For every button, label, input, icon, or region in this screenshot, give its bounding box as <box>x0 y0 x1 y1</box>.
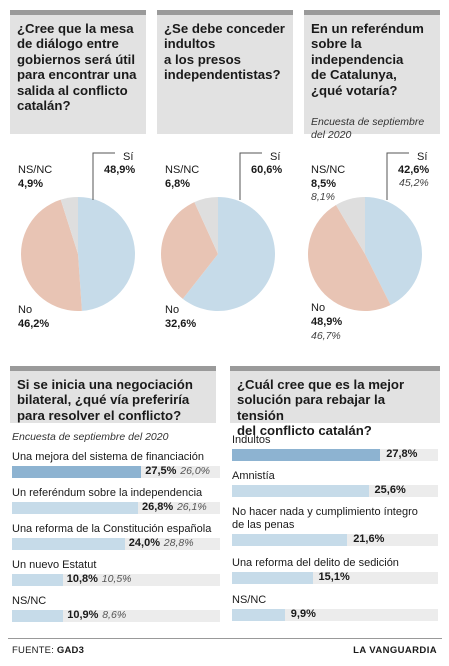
bar-left-previous: 26,1% <box>176 501 207 513</box>
bar-right-value: 25,6% <box>374 484 406 496</box>
bar-left-track <box>12 610 220 622</box>
survey-note-q3: Encuesta de septiembre del 2020 <box>311 116 425 141</box>
bar-left-track <box>12 466 220 478</box>
pie1-label-si: Sí <box>123 151 134 163</box>
pie2-label-nsnc: NS/NC <box>165 164 200 176</box>
pie2-value-nsnc: 6,8% <box>165 178 191 190</box>
bar-right-fill <box>232 485 369 497</box>
bar-left-label: Un referéndum sobre la independencia <box>12 487 203 499</box>
pie3-label-no: No <box>311 302 326 314</box>
bar-right-track <box>232 609 438 621</box>
pie1-value-nsnc: 4,9% <box>18 178 44 190</box>
bar-right-value: 21,6% <box>353 533 385 545</box>
bar-left-track <box>12 574 220 586</box>
pie2-slice-nsnc <box>194 197 218 254</box>
bar-right-track <box>232 485 438 497</box>
pie-chart-indultos <box>161 197 275 311</box>
bar-right-fill <box>232 572 313 584</box>
pie2-value-si: 60,6% <box>251 164 283 176</box>
bar-right-track <box>232 449 438 461</box>
bar-left-value: 27,5% <box>145 465 177 477</box>
pie2-label-si: Sí <box>270 151 281 163</box>
bar-left-track <box>12 538 220 550</box>
question-4-text: Si se inicia una negociación bilateral, … <box>17 377 193 423</box>
bar-right-track <box>232 534 438 546</box>
pie3-slice-no <box>307 204 391 312</box>
question-5-text: ¿Cuál cree que es la mejor solución para… <box>237 377 405 439</box>
bar-left-value: 10,8% <box>66 573 98 585</box>
pie1-slice-no <box>20 199 82 311</box>
question-box-3: En un referéndum sobre la independencia … <box>304 10 440 134</box>
pie1-label-nsnc: NS/NC <box>18 164 53 176</box>
bar-left-fill <box>12 466 142 478</box>
pie3-label-nsnc: NS/NC <box>311 164 346 176</box>
brand-logo-text: LA VANGUARDIA <box>353 645 437 656</box>
pie2-slice-si <box>182 197 275 311</box>
source-credit: FUENTE: GAD3 <box>12 645 84 656</box>
footer-divider <box>8 638 442 639</box>
leader-line-si-2 <box>239 152 262 200</box>
bar-left-label: Una mejora del sistema de financiación <box>12 451 204 463</box>
pie2-label-no: No <box>165 304 180 316</box>
pie3-previous-si: 45,2% <box>399 177 429 189</box>
bar-left-label: Una reforma de la Constitución española <box>12 523 212 535</box>
bar-left-previous: 26,0% <box>180 465 211 477</box>
pie1-slice-si <box>78 197 136 311</box>
source-label: FUENTE: <box>12 645 55 656</box>
source-name: GAD3 <box>56 645 85 656</box>
pie3-slice-nsnc <box>335 197 365 254</box>
pie3-previous-nsnc: 8,1% <box>311 191 335 203</box>
bar-right-fill <box>232 449 381 461</box>
bar-left-fill <box>12 610 64 622</box>
pie-chart-mesa-dialogo <box>20 197 136 311</box>
bar-right-label: NS/NC <box>232 594 267 606</box>
bar-right-value: 15,1% <box>318 571 350 583</box>
bar-right-value: 27,8% <box>386 448 418 460</box>
pie3-value-nsnc: 8,5% <box>311 178 337 190</box>
pie1-slice-nsnc <box>60 197 78 254</box>
bar-left-fill <box>12 538 125 550</box>
pie1-label-no: No <box>18 304 33 316</box>
bar-left-label: Un nuevo Estatut <box>12 559 97 571</box>
bar-right-label: Una reforma del delito de sedición <box>232 557 399 569</box>
bar-right-fill <box>232 609 285 621</box>
pie3-value-no: 48,9% <box>311 316 343 328</box>
bar-left-track <box>12 502 220 514</box>
pie2-value-no: 32,6% <box>165 318 197 330</box>
pie-chart-referendum <box>307 197 422 312</box>
bar-left-fill <box>12 574 63 586</box>
question-box-4: Si se inicia una negociación bilateral, … <box>10 366 216 423</box>
bar-left-value: 24,0% <box>128 537 160 549</box>
pie3-previous-no: 46,7% <box>311 330 341 342</box>
bar-right-fill <box>232 534 348 546</box>
bar-left-previous: 8,6% <box>102 609 127 621</box>
survey-note-q4: Encuesta de septiembre del 2020 <box>12 431 169 443</box>
question-box-5: ¿Cuál cree que es la mejor solución para… <box>230 366 440 438</box>
pie3-label-si: Sí <box>417 151 428 163</box>
question-box-1: ¿Cree que la mesa de diálogo entre gobie… <box>10 10 146 134</box>
question-3-text: En un referéndum sobre la independencia … <box>311 21 424 98</box>
leader-line-si-3 <box>386 152 409 200</box>
bar-left-value: 26,8% <box>141 501 174 513</box>
bar-right-track <box>232 572 438 584</box>
question-box-2: ¿Se debe conceder indultos a los presos … <box>157 10 293 134</box>
bar-left-value: 10,9% <box>67 609 99 621</box>
bar-left-fill <box>12 502 138 514</box>
bar-left-label: NS/NC <box>12 595 47 607</box>
bar-left-previous: 10,5% <box>101 573 132 585</box>
pie3-slice-si <box>365 197 422 305</box>
question-1-text: ¿Cree que la mesa de diálogo entre gobie… <box>17 21 137 114</box>
pie3-value-si: 42,6% <box>398 164 430 176</box>
bar-right-label: Indultos <box>232 434 271 446</box>
bar-right-label: Amnistía <box>232 470 275 482</box>
bar-right-value: 9,9% <box>290 608 316 620</box>
pie1-value-si: 48,9% <box>104 164 136 176</box>
question-2-text: ¿Se debe conceder indultos a los presos … <box>164 21 285 83</box>
pie2-slice-no <box>161 202 218 299</box>
pie1-value-no: 46,2% <box>18 318 50 330</box>
bar-right-label: No hacer nada y cumplimiento íntegro de … <box>232 506 418 531</box>
bar-left-previous: 28,8% <box>163 537 194 549</box>
leader-line-si-1 <box>92 152 115 200</box>
